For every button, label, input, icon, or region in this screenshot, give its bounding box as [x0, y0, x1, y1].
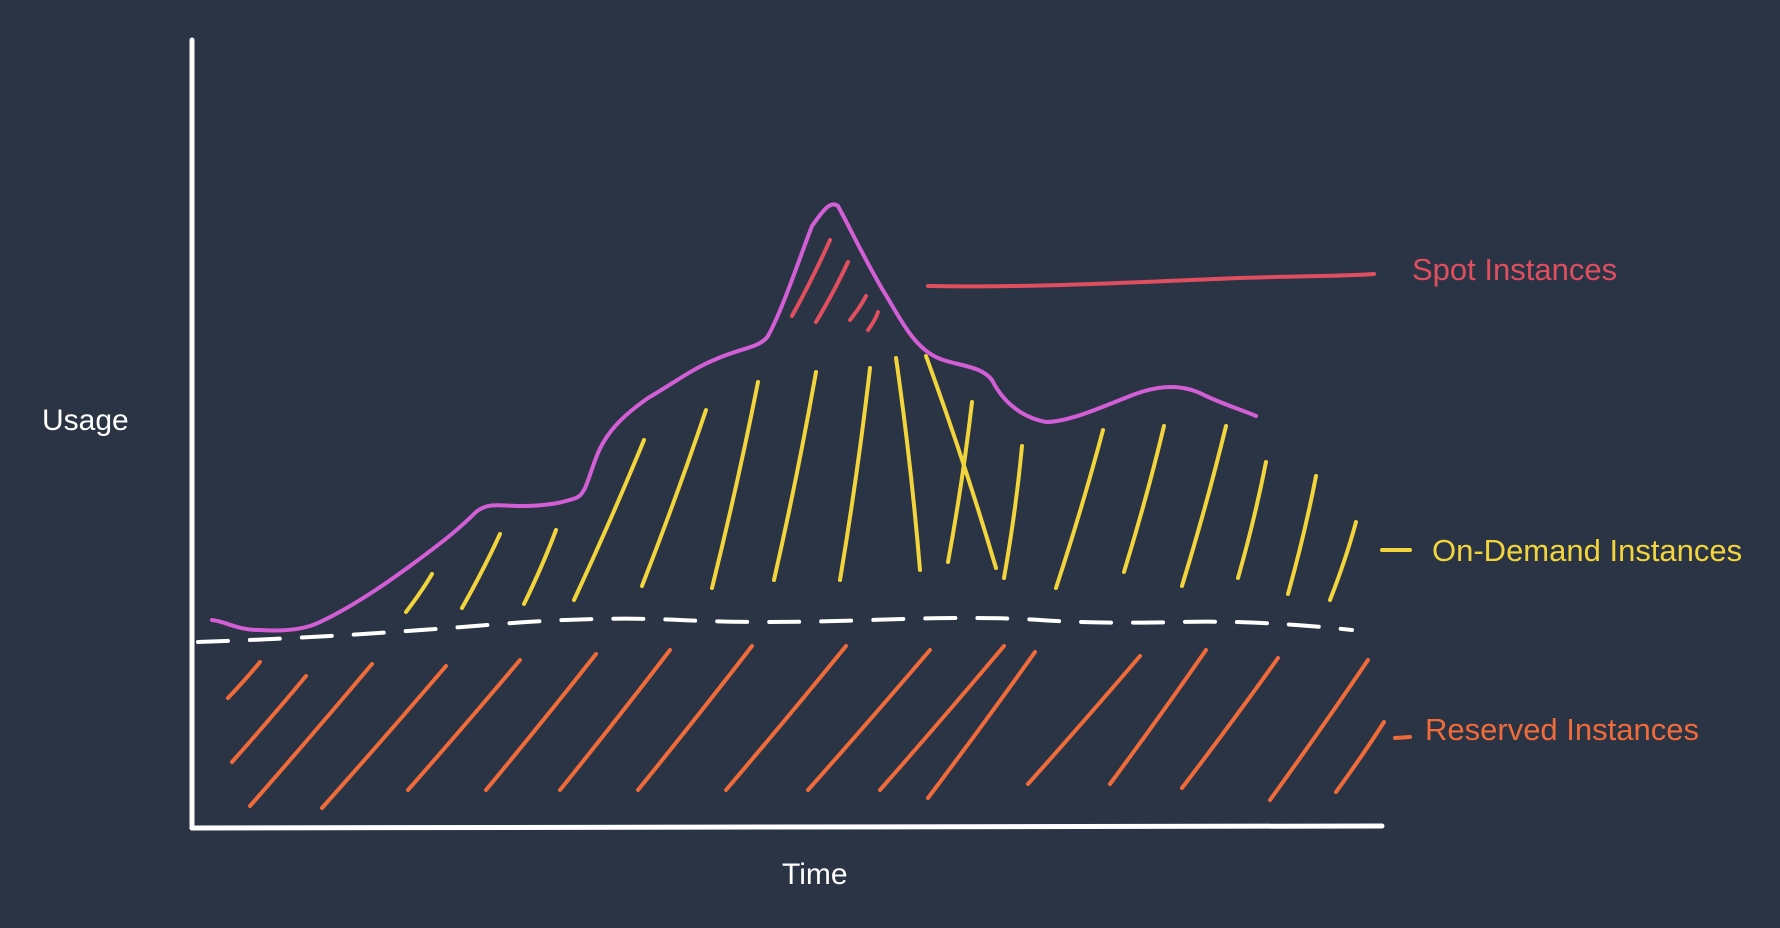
- reserved-hatch-stroke: [878, 644, 1006, 792]
- axes: [189, 37, 1385, 831]
- on-demand-hatch-stroke: [838, 366, 872, 582]
- reserved-hatch-stroke: [320, 664, 448, 810]
- on-demand-hatch-stroke: [640, 408, 708, 588]
- reserved-hatch-stroke: [1180, 656, 1280, 790]
- reserved-hatch-stroke: [1334, 720, 1386, 794]
- reserved-hatching: [226, 644, 1386, 810]
- reserved-hatch-stroke: [484, 652, 598, 792]
- on-demand-hatch-stroke: [404, 572, 434, 614]
- on-demand-hatch-stroke: [894, 356, 922, 572]
- reserved-hatch-stroke: [1268, 658, 1370, 802]
- reserved-hatch-stroke: [724, 644, 848, 792]
- spot-hatching: [790, 238, 880, 332]
- on-demand-instances-label: On-Demand Instances: [1432, 533, 1743, 568]
- y-axis-label: Usage: [42, 404, 129, 437]
- on-demand-hatch-stroke: [572, 438, 646, 602]
- on-demand-hatch-stroke: [946, 400, 974, 564]
- on-demand-hatch-stroke: [1286, 474, 1318, 596]
- on-demand-hatch-stroke: [1054, 428, 1105, 590]
- on-demand-hatch-stroke: [1180, 424, 1228, 588]
- on-demand-hatch-stroke: [772, 370, 818, 582]
- spot-hatch-stroke: [866, 310, 880, 332]
- reserved-leader-mark: [1393, 735, 1412, 740]
- on-demand-hatch-stroke: [522, 528, 558, 606]
- on-demand-hatch-stroke: [1002, 444, 1024, 580]
- reserved-instances-label: Reserved Instances: [1425, 712, 1699, 747]
- spot-hatch-stroke: [848, 294, 868, 322]
- reserved-hatch-stroke: [226, 660, 262, 700]
- on-demand-hatch-stroke: [1236, 460, 1268, 580]
- x-axis: [189, 823, 1385, 831]
- reserved-hatch-stroke: [806, 648, 932, 792]
- reserved-hatch-stroke: [406, 658, 522, 792]
- on-demand-hatch-stroke: [460, 532, 502, 610]
- reserved-hatch-stroke: [248, 662, 374, 808]
- on-demand-hatch-stroke: [1122, 424, 1166, 574]
- reserved-baseline-dashed: [196, 616, 1354, 644]
- reserved-hatch-stroke: [230, 674, 308, 764]
- on-demand-hatch-stroke: [710, 380, 760, 590]
- reserved-hatch-stroke: [1026, 654, 1142, 786]
- x-axis-label: Time: [782, 858, 848, 891]
- spot-instances-label: Spot Instances: [1412, 252, 1618, 287]
- reserved-hatch-stroke: [926, 650, 1037, 800]
- reserved-hatch-stroke: [1108, 648, 1208, 786]
- reserved-hatch-stroke: [636, 644, 754, 792]
- usage-curve: [210, 202, 1258, 633]
- spot-hatch-stroke: [790, 238, 832, 318]
- spot-leader-line: [926, 272, 1376, 289]
- spot-hatch-stroke: [814, 260, 850, 324]
- on-demand-hatching: [404, 354, 1358, 614]
- on-demand-hatch-stroke: [924, 354, 998, 570]
- on-demand-hatch-stroke: [1328, 520, 1358, 602]
- reserved-hatch-stroke: [558, 648, 672, 792]
